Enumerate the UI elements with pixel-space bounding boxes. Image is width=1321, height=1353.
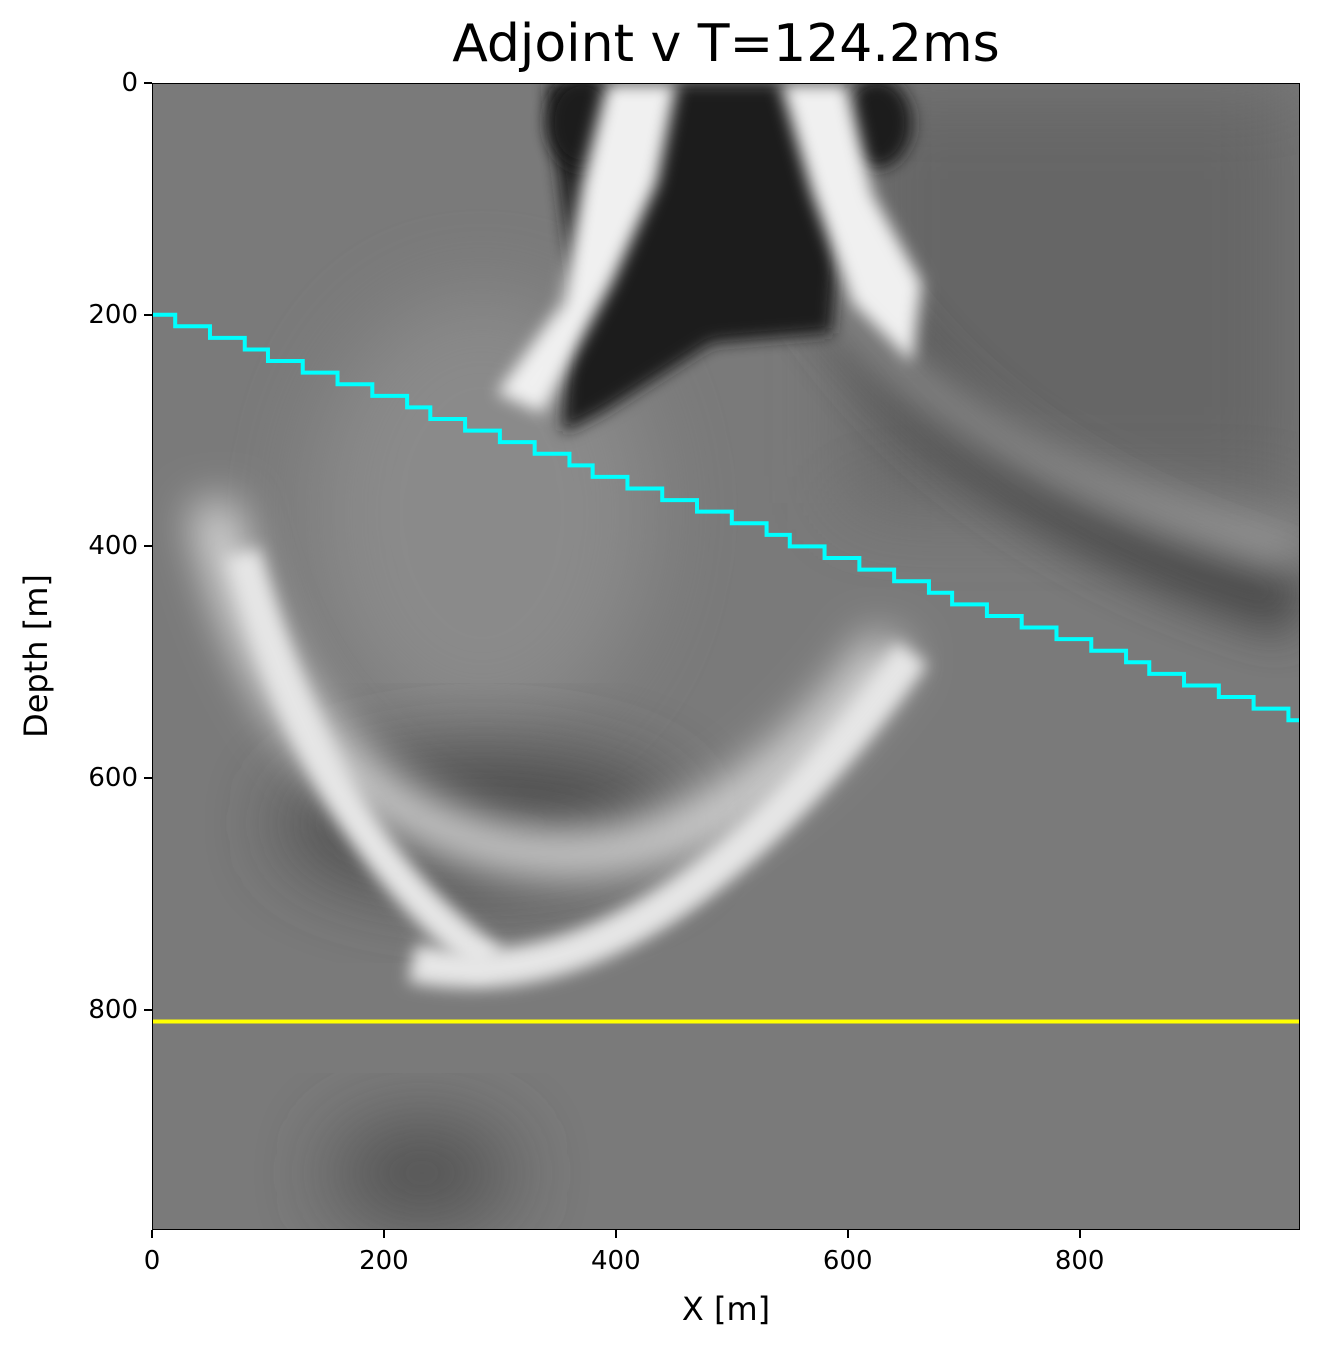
chart-title: Adjoint v T=124.2ms xyxy=(452,14,1000,74)
x-tick-mark xyxy=(382,1230,385,1238)
plot-area xyxy=(152,83,1300,1230)
y-tick-label: 800 xyxy=(88,994,138,1025)
x-tick-label: 0 xyxy=(143,1246,161,1276)
y-tick-mark xyxy=(144,1008,152,1011)
y-tick-mark xyxy=(144,777,152,780)
y-tick-mark xyxy=(144,545,152,548)
y-tick-label: 400 xyxy=(88,531,138,562)
y-tick-label: 200 xyxy=(88,299,138,330)
x-tick-mark xyxy=(614,1230,617,1238)
y-tick-label: 600 xyxy=(88,763,138,794)
y-tick-mark xyxy=(144,82,152,84)
wavefield-image xyxy=(152,83,1300,1230)
x-axis-label: X [m] xyxy=(681,1290,771,1328)
x-tick-mark xyxy=(846,1230,849,1238)
x-tick-label: 600 xyxy=(822,1246,873,1276)
x-tick-label: 800 xyxy=(1054,1246,1105,1276)
x-tick-label: 200 xyxy=(359,1246,409,1276)
y-tick-label: 0 xyxy=(121,68,138,98)
y-tick-mark xyxy=(144,313,152,316)
x-tick-mark xyxy=(1078,1230,1081,1238)
y-axis-label: Depth [m] xyxy=(17,574,55,738)
dipping-interface-line xyxy=(152,312,1300,723)
x-tick-label: 400 xyxy=(591,1246,641,1276)
x-tick-mark xyxy=(151,1230,153,1238)
